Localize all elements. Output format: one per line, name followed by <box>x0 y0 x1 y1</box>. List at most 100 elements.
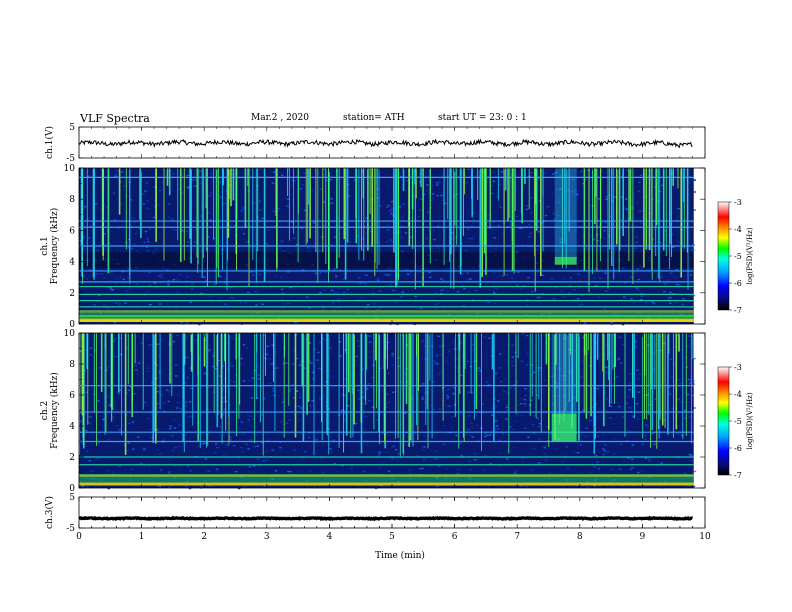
noise-speckle <box>127 389 131 391</box>
noise-speckle <box>335 275 338 277</box>
noise-speckle <box>445 468 448 470</box>
noise-speckle <box>285 422 289 425</box>
noise-speckle <box>393 355 396 358</box>
noise-speckle <box>343 339 346 342</box>
noise-speckle <box>308 470 312 472</box>
noise-speckle <box>207 211 210 214</box>
noise-speckle <box>399 356 403 358</box>
noise-speckle <box>171 218 174 220</box>
colorbar-tick-label: -3 <box>734 198 742 207</box>
noise-speckle <box>281 397 285 400</box>
noise-speckle <box>496 396 499 399</box>
noise-speckle <box>607 175 611 177</box>
noise-speckle <box>185 401 188 403</box>
noise-speckle <box>440 290 443 292</box>
noise-speckle <box>125 414 128 416</box>
noise-speckle <box>87 175 91 177</box>
noise-speckle <box>337 298 340 300</box>
noise-speckle <box>290 184 293 186</box>
noise-speckle <box>530 439 533 441</box>
noise-speckle <box>204 281 208 284</box>
noise-speckle <box>329 307 333 309</box>
noise-speckle <box>343 283 347 285</box>
noise-speckle <box>332 238 335 241</box>
noise-speckle <box>423 467 427 469</box>
noise-speckle <box>499 394 503 396</box>
noise-speckle <box>652 368 655 370</box>
noise-speckle <box>298 396 302 399</box>
noise-speckle <box>468 233 472 236</box>
noise-speckle <box>171 449 175 452</box>
noise-speckle <box>606 366 609 368</box>
colorbar-label: log(PSD)(V²/Hz) <box>746 227 754 284</box>
noise-speckle <box>526 353 529 355</box>
noise-speckle <box>674 218 678 221</box>
noise-speckle <box>277 208 281 210</box>
noise-speckle <box>508 340 511 342</box>
noise-speckle <box>163 410 166 412</box>
noise-speckle <box>530 373 533 376</box>
noise-speckle <box>456 472 460 475</box>
noise-speckle <box>149 303 152 306</box>
noise-speckle <box>343 410 347 412</box>
noise-speckle <box>676 216 680 218</box>
noise-speckle <box>149 335 152 337</box>
waveform-trace <box>78 138 693 149</box>
noise-speckle <box>265 353 269 356</box>
noise-speckle <box>189 428 192 431</box>
y-tick-label: 4 <box>69 422 75 432</box>
noise-speckle <box>439 346 442 348</box>
noise-speckle <box>566 401 570 403</box>
noise-speckle <box>421 398 424 400</box>
noise-speckle <box>494 287 498 289</box>
noise-speckle <box>367 399 371 402</box>
noise-speckle <box>454 195 458 197</box>
noise-speckle <box>490 185 493 187</box>
noise-speckle <box>233 225 236 227</box>
noise-speckle <box>541 227 544 229</box>
noise-speckle <box>361 391 364 393</box>
noise-speckle <box>530 197 533 199</box>
noise-speckle <box>358 303 362 306</box>
noise-speckle <box>257 374 261 376</box>
noise-speckle <box>627 457 630 459</box>
y-tick-label: 5 <box>69 493 75 503</box>
noise-speckle <box>630 458 634 460</box>
noise-speckle <box>607 194 611 196</box>
noise-speckle <box>436 485 439 487</box>
noise-speckle <box>134 336 137 338</box>
noise-speckle <box>529 232 532 235</box>
noise-speckle <box>144 190 147 192</box>
noise-speckle <box>442 425 445 427</box>
noise-speckle <box>487 289 491 291</box>
noise-speckle <box>280 241 283 244</box>
noise-speckle <box>309 405 313 407</box>
noise-speckle <box>588 272 592 274</box>
noise-speckle <box>444 202 447 204</box>
noise-speckle <box>261 273 264 276</box>
noise-speckle <box>639 174 643 176</box>
noise-speckle <box>683 430 687 432</box>
noise-speckle <box>166 217 170 219</box>
noise-speckle <box>384 206 387 208</box>
noise-speckle <box>112 416 115 419</box>
noise-speckle <box>425 190 429 192</box>
noise-speckle <box>550 278 554 280</box>
noise-speckle <box>535 248 538 251</box>
noise-speckle <box>290 388 293 390</box>
noise-speckle <box>208 349 211 351</box>
noise-speckle <box>421 396 424 398</box>
noise-speckle <box>235 471 238 473</box>
noise-speckle <box>539 395 542 397</box>
noise-speckle <box>670 358 674 360</box>
noise-speckle <box>121 214 124 216</box>
noise-speckle <box>284 378 287 381</box>
noise-speckle <box>147 417 151 420</box>
noise-speckle <box>185 189 188 191</box>
noise-speckle <box>330 198 333 200</box>
noise-speckle <box>112 471 115 473</box>
noise-speckle <box>295 333 298 336</box>
noise-speckle <box>398 227 401 229</box>
noise-speckle <box>97 400 100 402</box>
noise-speckle <box>128 287 132 289</box>
